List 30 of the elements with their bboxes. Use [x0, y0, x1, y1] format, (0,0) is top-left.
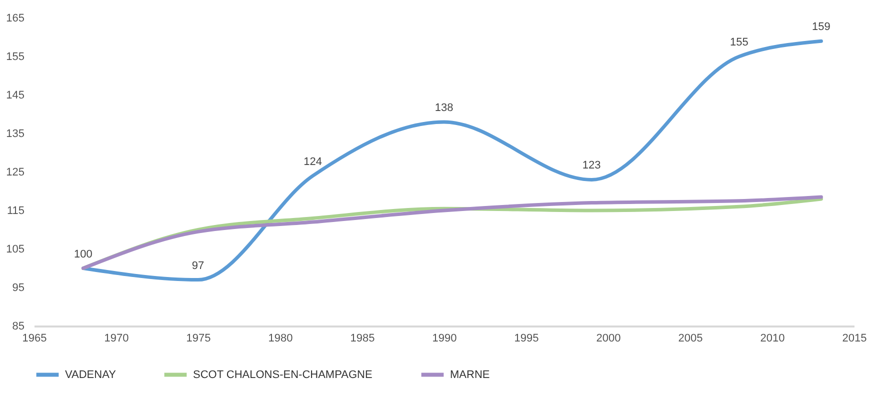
data-label: 124 [304, 156, 322, 168]
data-label: 138 [434, 102, 454, 114]
y-tick-label: 135 [6, 128, 24, 140]
legend-label: MARNE [450, 368, 490, 381]
data-label: 155 [730, 36, 748, 48]
y-tick-label: 105 [6, 244, 24, 256]
x-tick-label: 1975 [186, 332, 211, 344]
x-tick-label: 1980 [268, 332, 293, 344]
data-label: 123 [582, 160, 601, 172]
y-tick-label: 165 [6, 12, 24, 24]
y-tick-label: 155 [6, 51, 24, 63]
y-tick-label: 115 [6, 205, 24, 217]
y-tick-label: 85 [12, 320, 24, 332]
data-label: 97 [192, 260, 204, 272]
y-tick-label: 125 [6, 166, 24, 178]
data-label: 100 [74, 248, 92, 260]
x-tick-label: 1985 [350, 332, 375, 344]
x-tick-label: 1965 [22, 332, 47, 344]
x-tick-label: 2010 [760, 332, 785, 344]
legend-label: VADENAY [65, 368, 117, 381]
legend-label: SCOT CHALONS-EN-CHAMPAGNE [193, 368, 372, 381]
x-tick-label: 1995 [514, 332, 539, 344]
x-tick-label: 1970 [104, 332, 129, 344]
x-tick-label: 2005 [678, 332, 703, 344]
x-tick-label: 2000 [596, 332, 621, 344]
y-tick-label: 145 [6, 90, 24, 102]
data-label: 159 [812, 21, 830, 34]
x-tick-label: 2015 [842, 332, 867, 344]
x-tick-label: 1990 [432, 332, 457, 344]
y-tick-label: 95 [12, 282, 24, 294]
